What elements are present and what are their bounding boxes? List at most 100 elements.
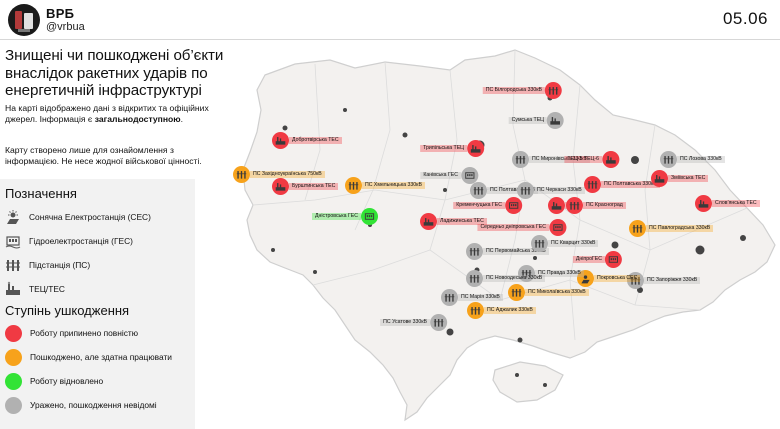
marker-zaporizhzhia_ps[interactable]: ПС Запоріжжя 330кВ (627, 272, 701, 289)
substation-icon (566, 197, 583, 214)
legend-panel: Позначення Сонячна Електростанція (СЕС) … (0, 179, 195, 429)
orange-status-dot (5, 348, 22, 366)
marker-poltava_ps[interactable]: ПС Полтава 330кВ (470, 182, 539, 199)
intro-paragraph-sources: На карті відображено дані з відкритих та… (5, 103, 209, 124)
marker-label: ПС Красноград (583, 201, 626, 210)
marker-poltavska_tec[interactable]: ПС Полтавська 330кВ (584, 176, 660, 193)
marker-label: ПС Кварцит 330кВ (548, 239, 599, 248)
thermal-icon (602, 151, 619, 168)
thermal-icon (547, 112, 564, 129)
legend-item-thermal: ТЕЦ/ТЕС (5, 279, 65, 299)
marker-pavlohrad[interactable]: ПС Павлоградська 330кВ (629, 220, 714, 237)
substation-icon (584, 176, 601, 193)
legend-item-substation: Підстанція (ПС) (5, 255, 90, 275)
substation-icon (517, 182, 534, 199)
marker-adzhalyk[interactable]: ПС Аджалик 330кВ (467, 302, 536, 319)
marker-dobrotvir[interactable]: Добротвірська ТЕС (272, 132, 342, 149)
marker-novoodeska[interactable]: ПС Новоодеська 330кВ (466, 270, 546, 287)
marker-myronivska[interactable]: ПС Миронівська 330кВ (512, 151, 591, 168)
thermal-icon (651, 170, 668, 187)
substation-icon (345, 177, 362, 194)
hydro-icon (505, 197, 522, 214)
page-title: Знищені чи пошкоджені об’єкти внаслідок … (5, 47, 224, 99)
marker-kryvyi_rih[interactable]: ПС Кварцит 330кВ (531, 235, 599, 252)
marker-pokrovska[interactable]: Покровська СЕС (577, 270, 641, 287)
marker-label: ПС Марія 330кВ (458, 293, 503, 302)
marker-cherkasy_ps[interactable]: ПС Черкаси 330кВ (517, 182, 585, 199)
marker-label: Дністровська ГЕС (312, 212, 361, 221)
marker-label: ДніпроГЕС (572, 255, 605, 264)
marker-dniproges[interactable]: ДніпроГЕС (572, 251, 622, 268)
marker-lozova[interactable]: ПС Лозова 330кВ (660, 151, 725, 168)
marker-label: Бурштинська ТЕС (289, 182, 339, 191)
marker-mykolaiv_ps[interactable]: ПС Миколаївська 330кВ (508, 284, 589, 301)
marker-label: ПС Аджалик 330кВ (484, 306, 536, 315)
brand-handle: @vrbua (46, 21, 85, 33)
marker-bilhorod[interactable]: ПС Білгородська 330кВ (482, 82, 562, 99)
marker-label: ПС Новоодеська 330кВ (483, 274, 546, 283)
marker-trypilska[interactable]: Трипільська ТЕЦ (420, 140, 484, 157)
country-shape (242, 49, 776, 422)
marker-zahidnoukr[interactable]: ПС Західноукраїнська 750кВ (233, 166, 325, 183)
substation-icon (441, 289, 458, 306)
legend-item-restored: Роботу відновлено (5, 371, 103, 391)
legend-types-title: Позначення (5, 186, 77, 201)
ukraine-map: Добротвірська ТЕС Бурштинська ТЕС ПС Захід… (195, 40, 780, 429)
marker-label: Зміївська ТЕС (668, 174, 709, 183)
legend-item-stopped: Роботу припинено повністю (5, 323, 138, 343)
legend-item-unknown: Уражено, пошкодження невідомі (5, 395, 157, 415)
marker-label: ПС Західноукраїнська 750кВ (250, 170, 325, 179)
marker-label: ТЕЦ-5 ТЕЦ-6 (564, 155, 602, 164)
substation-icon (470, 182, 487, 199)
marker-label: ПС Миронівська 330кВ (529, 155, 591, 164)
marker-vuhlehirsk[interactable]: Слов’янська ТЕС (695, 195, 760, 212)
header-bar: ВРБ @vrbua 05.06 (0, 0, 780, 40)
marker-kremenchuk[interactable]: Кременчуцька ГЕС (453, 197, 522, 214)
marker-label: ПС Павлоградська 330кВ (646, 224, 714, 233)
substation-icon (430, 314, 447, 331)
marker-ladyzhyn[interactable]: Ладижинська ТЕС (420, 213, 487, 230)
hydro-icon (461, 167, 478, 184)
substation-icon (467, 302, 484, 319)
marker-label: Трипільська ТЕЦ (420, 144, 467, 153)
marker-seredn_dnipro[interactable]: Середньо дніпровська ГЕС (477, 219, 566, 236)
substation-icon (466, 243, 483, 260)
crimea-shape (492, 361, 564, 403)
substation-icon (466, 270, 483, 287)
marker-usatove[interactable]: ПС Усатове 330кВ (380, 314, 447, 331)
marker-krasnohrad[interactable]: ПС Красноград (566, 197, 626, 214)
marker-mariia[interactable]: ПС Марія 330кВ (441, 289, 503, 306)
marker-burshtyn[interactable]: Бурштинська ТЕС (272, 178, 339, 195)
marker-kharkiv_tec[interactable]: ТЕЦ-5 ТЕЦ-6 (564, 151, 619, 168)
legend-label: Гідроелектростанція (ГЕС) (29, 236, 133, 246)
marker-label: ПС Правда 330кВ (535, 269, 584, 278)
brand-name: ВРБ (46, 6, 75, 21)
ukraine-outline (242, 49, 776, 422)
legend-damage-title: Ступінь ушкодження (5, 303, 130, 318)
legend-label: Пошкоджено, але здатна працювати (30, 352, 172, 362)
legend-label: Підстанція (ПС) (29, 260, 91, 270)
marker-label: Покровська СЕС (594, 274, 641, 283)
marker-pervomaisk[interactable]: ПС Первомайська 330кВ (466, 243, 549, 260)
thermal-icon (420, 213, 437, 230)
marker-label: ПС Білгородська 330кВ (482, 86, 545, 95)
marker-label: Сумська ТЕЦ (508, 116, 547, 125)
marker-zmiiv[interactable]: Зміївська ТЕС (651, 170, 709, 187)
hydro-icon (549, 219, 566, 236)
marker-kanivska[interactable]: Канівська ГЕС (420, 167, 478, 184)
legend-label: Сонячна Електростанція (СЕС) (29, 212, 151, 222)
legend-label: Роботу відновлено (30, 376, 104, 386)
marker-label: Добротвірська ТЕС (289, 136, 342, 145)
marker-pravda[interactable]: ПС Правда 330кВ (518, 265, 584, 282)
marker-label: ПС Первомайська 330кВ (483, 247, 549, 256)
legend-label: ТЕЦ/ТЕС (29, 284, 65, 294)
marker-label: Кременчуцька ГЕС (453, 201, 505, 210)
marker-dnistrovska[interactable]: Дністровська ГЕС (312, 208, 378, 225)
thermal-icon (272, 178, 289, 195)
substation-icon (233, 166, 250, 183)
thermal-icon (467, 140, 484, 157)
thermal-icon (695, 195, 712, 212)
marker-sumska[interactable]: Сумська ТЕЦ (508, 112, 564, 129)
grey-status-dot (5, 396, 22, 414)
marker-khmelnytska[interactable]: ПС Хмельницька 330кВ (345, 177, 425, 194)
